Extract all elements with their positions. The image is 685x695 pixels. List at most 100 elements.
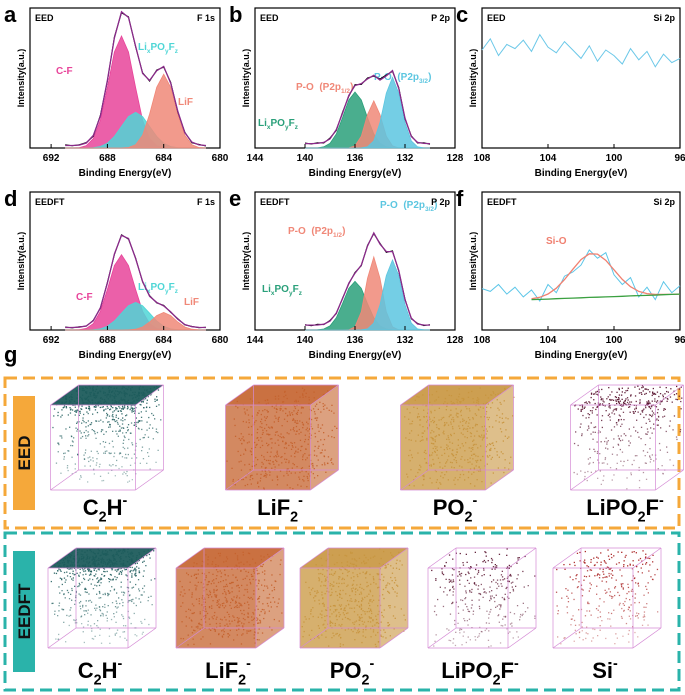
render-dot	[347, 603, 350, 605]
render-dot	[58, 602, 61, 604]
y-axis-label: Intensity(a.u.)	[468, 49, 478, 108]
render-dot	[506, 554, 508, 556]
render-dot	[139, 420, 141, 422]
tof-sims-render	[50, 384, 164, 491]
render-dot	[362, 623, 364, 625]
render-dot	[94, 409, 97, 411]
render-dot	[439, 461, 441, 464]
render-dot	[95, 570, 98, 572]
render-dot	[77, 585, 79, 588]
render-dot	[437, 396, 440, 398]
cube-face	[300, 568, 380, 648]
label-part: H	[107, 495, 123, 520]
render-dot	[206, 584, 208, 586]
render-dot	[466, 428, 469, 430]
render-dot	[305, 396, 307, 398]
render-dot	[141, 450, 143, 452]
render-dot	[143, 560, 145, 562]
cube-edge	[127, 627, 157, 649]
render-dot	[74, 619, 76, 622]
render-dot	[114, 634, 116, 636]
render-dot	[89, 393, 91, 396]
render-dot	[494, 564, 496, 566]
render-dot	[422, 426, 424, 428]
render-dot	[118, 453, 121, 455]
render-dot	[497, 467, 499, 469]
render-dot	[107, 387, 110, 389]
render-dot	[309, 475, 311, 477]
render-dot	[115, 553, 117, 556]
render-dot	[224, 585, 227, 588]
render-dot	[104, 563, 107, 565]
render-dot	[499, 401, 501, 404]
render-dot	[157, 387, 159, 389]
render-dot	[666, 451, 669, 453]
render-dot	[89, 570, 91, 573]
render-dot	[274, 434, 276, 436]
render-dot	[241, 634, 243, 636]
render-dot	[573, 442, 576, 445]
render-dot	[276, 476, 278, 478]
render-dot	[557, 636, 559, 638]
render-dot	[587, 566, 590, 568]
render-dot	[626, 389, 629, 392]
render-dot	[618, 397, 620, 399]
render-dot	[394, 617, 396, 619]
render-dot	[232, 478, 234, 481]
render-dot	[323, 393, 325, 395]
render-dot	[214, 629, 216, 631]
render-dot	[317, 568, 319, 571]
render-dot	[196, 563, 198, 565]
render-dot	[114, 475, 116, 477]
render-dot	[84, 551, 86, 553]
render-dot	[278, 620, 280, 622]
render-dot	[79, 584, 81, 586]
render-dot	[200, 638, 202, 640]
render-dot	[179, 580, 181, 583]
render-dot	[651, 454, 653, 456]
render-dot	[446, 405, 448, 407]
render-dot	[109, 565, 111, 568]
render-dot	[231, 620, 233, 622]
render-dot	[254, 441, 256, 444]
render-dot	[616, 402, 618, 405]
render-dot	[323, 623, 325, 625]
render-dot	[75, 403, 77, 405]
render-dot	[238, 562, 240, 564]
render-dot	[604, 405, 606, 407]
render-dot	[314, 413, 316, 415]
render-dot	[603, 475, 605, 477]
render-dot	[64, 395, 66, 397]
render-dot	[63, 406, 65, 408]
render-dot	[123, 447, 126, 450]
render-dot	[581, 588, 583, 590]
render-dot	[255, 456, 257, 459]
render-dot	[323, 432, 325, 434]
render-dot	[226, 600, 229, 602]
render-dot	[124, 399, 126, 401]
render-dot	[92, 389, 94, 391]
render-dot	[668, 425, 671, 427]
render-dot	[323, 604, 325, 606]
render-dot	[343, 582, 345, 584]
render-dot	[313, 477, 316, 479]
render-dot	[116, 602, 118, 605]
render-dot	[254, 631, 256, 633]
render-dot	[123, 591, 125, 593]
render-dot	[338, 582, 340, 584]
render-dot	[102, 613, 104, 615]
render-dot	[72, 570, 74, 572]
render-dot	[124, 407, 126, 409]
render-dot	[435, 634, 437, 636]
render-dot	[590, 422, 592, 424]
render-dot	[505, 587, 507, 590]
render-dot	[454, 644, 457, 647]
render-dot	[368, 593, 370, 595]
render-dot	[487, 397, 490, 399]
render-dot	[150, 579, 152, 581]
render-dot	[83, 454, 85, 456]
render-dot	[297, 484, 299, 486]
render-dot	[648, 570, 650, 572]
render-dot	[92, 557, 94, 559]
render-dot	[52, 426, 54, 429]
